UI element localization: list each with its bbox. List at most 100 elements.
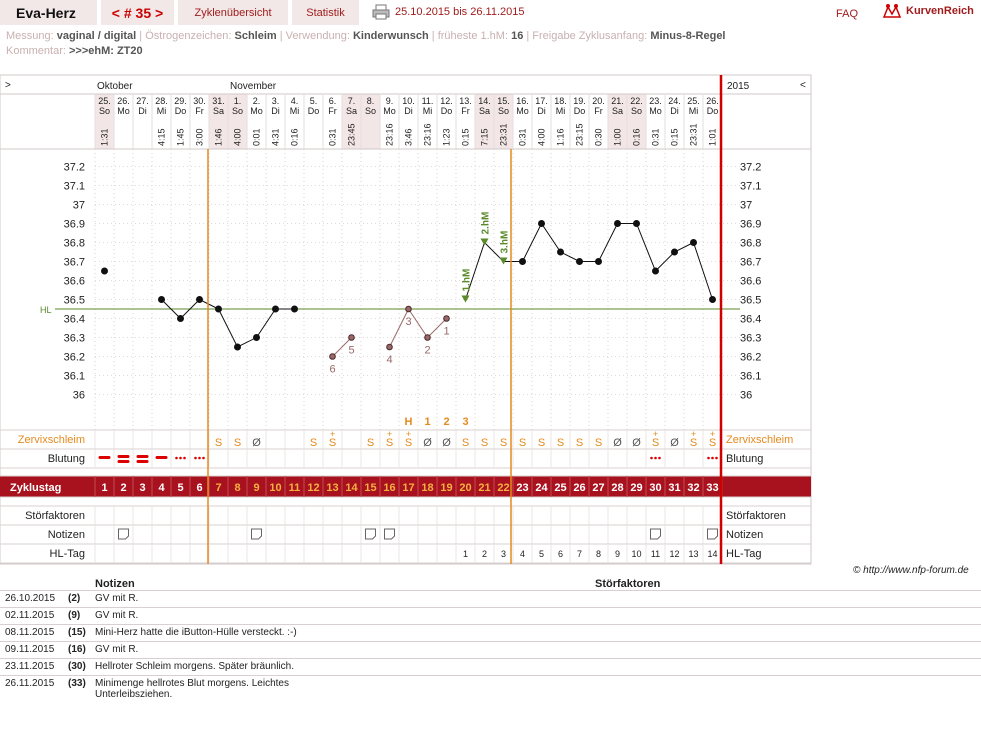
meta-field-key: früheste 1.hM: <box>437 30 512 42</box>
weekend-shade <box>627 94 646 149</box>
temperature-point <box>272 305 279 313</box>
y-tick-left: 36.5 <box>64 295 85 307</box>
hl-day-number: 6 <box>558 549 563 559</box>
cycle-day-number: 29 <box>630 482 642 494</box>
row-label-right: Notizen <box>726 529 763 541</box>
mucus-mark: S <box>481 437 488 449</box>
y-tick-right: 36 <box>740 390 752 402</box>
note-date: 26.11.2015 <box>5 678 55 689</box>
hl-day-number: 5 <box>539 549 544 559</box>
measure-time: 23:16 <box>385 123 395 146</box>
weekday: Mi <box>556 106 566 116</box>
weekday: Fr <box>195 106 204 116</box>
note-row: 26.10.2015 (2) GV mit R. <box>0 590 981 607</box>
hm-marker <box>480 238 489 246</box>
temperature-point <box>614 220 621 227</box>
temperature-point <box>424 334 431 341</box>
note-date: 02.11.2015 <box>5 610 55 621</box>
mucus-mark: S <box>215 437 222 449</box>
day-number: 21. <box>611 96 624 106</box>
day-number: 12. <box>440 96 453 106</box>
weekday: Mo <box>250 106 263 116</box>
y-tick-right: 36.8 <box>740 238 761 250</box>
temperature-point <box>557 248 564 256</box>
hl-day-number: 8 <box>596 549 601 559</box>
print-icon[interactable] <box>372 4 390 20</box>
day-number: 19. <box>573 96 586 106</box>
y-tick-left: 37 <box>73 200 85 212</box>
bleeding-mark <box>136 455 149 458</box>
date-range: 25.10.2015 bis 26.11.2015 <box>395 6 525 18</box>
note-row: 26.11.2015 (33) Minimenge hellrotes Blut m… <box>0 675 981 703</box>
cycle-day-number: 13 <box>326 482 338 494</box>
weekday: So <box>631 106 642 116</box>
excluded-number: 2 <box>424 345 430 357</box>
mucus-mark: S <box>462 437 469 449</box>
weekday: So <box>232 106 243 116</box>
mucus-plus-mark: + <box>330 429 335 439</box>
bleeding-mark <box>715 456 718 460</box>
day-number: 15. <box>497 96 510 106</box>
temperature-point <box>234 343 241 351</box>
temperature-point <box>386 343 393 351</box>
bleeding-mark <box>136 460 149 463</box>
measure-time: 1:00 <box>613 128 623 146</box>
cycle-day-number: 17 <box>402 482 414 494</box>
mucus-mark: S <box>500 437 507 449</box>
notes-column-header: Notizen <box>95 578 135 590</box>
mucus-mark: Ø <box>423 437 432 449</box>
cycle-day-number: 12 <box>307 482 319 494</box>
y-tick-left: 36.2 <box>64 352 85 364</box>
measure-time: 23:31 <box>689 123 699 146</box>
note-icon <box>365 528 376 540</box>
tab-cycle-overview[interactable]: Zyklenübersicht <box>178 0 288 25</box>
row-label-right: HL-Tag <box>726 548 761 560</box>
weekday: So <box>99 106 110 116</box>
weekday: Di <box>138 106 147 116</box>
bleeding-mark <box>175 456 178 460</box>
cycle-day-number: 32 <box>687 482 699 494</box>
faq-link[interactable]: FAQ <box>836 8 859 20</box>
cycle-day-number: 9 <box>253 482 259 494</box>
kurvenreich-logo[interactable]: KurvenReich <box>882 3 974 19</box>
mucus-mark: S <box>329 437 336 449</box>
y-tick-right: 36.5 <box>740 295 761 307</box>
hl-day-number: 4 <box>520 549 525 559</box>
measure-time: 4:00 <box>537 128 547 146</box>
measure-time: 1:45 <box>176 128 186 146</box>
measure-time: 23:45 <box>347 123 357 146</box>
meta-field-value: vaginal / digital <box>56 30 140 42</box>
measure-time: 0:15 <box>670 128 680 146</box>
tab-statistics[interactable]: Statistik <box>292 0 359 25</box>
bleeding-mark <box>707 456 710 460</box>
measure-time: 1:31 <box>100 128 110 146</box>
month-label: Oktober <box>97 81 133 92</box>
weekend-shade <box>494 94 513 149</box>
copyright: © http://www.nfp-forum.de <box>853 565 969 576</box>
weekday: Do <box>707 106 719 116</box>
measure-time: 1:46 <box>214 128 224 146</box>
note-row: 08.11.2015 (15) Mini-Herz hatte die iButto… <box>0 624 981 641</box>
mucus-mark: S <box>576 437 583 449</box>
weekday: So <box>498 106 509 116</box>
month-label: November <box>230 81 277 92</box>
top-bar: Eva-Herz < # 35 > Zyklenübersicht Statis… <box>0 0 981 25</box>
hl-day-number: 1 <box>463 549 468 559</box>
y-tick-left: 36.9 <box>64 219 85 231</box>
mucus-mark: Ø <box>632 437 641 449</box>
bleeding-mark <box>194 456 197 460</box>
note-text: Minimenge hellrotes Blut morgens. Leicht… <box>95 678 289 700</box>
note-icon <box>384 528 395 540</box>
day-number: 22. <box>630 96 643 106</box>
measure-time: 0:16 <box>632 128 642 146</box>
row-label-left: Zyklustag <box>10 482 61 494</box>
excluded-number: 4 <box>386 354 392 366</box>
cycle-navigator[interactable]: < # 35 > <box>101 0 174 25</box>
excluded-temperature-line <box>332 337 352 357</box>
temperature-point <box>671 248 678 256</box>
mucus-mark: S <box>690 437 697 449</box>
y-tick-right: 36.7 <box>740 257 761 269</box>
nav-right-icon: < <box>800 80 806 91</box>
meta-field-key: Messung: <box>6 30 57 42</box>
weekend-shade <box>95 94 114 149</box>
